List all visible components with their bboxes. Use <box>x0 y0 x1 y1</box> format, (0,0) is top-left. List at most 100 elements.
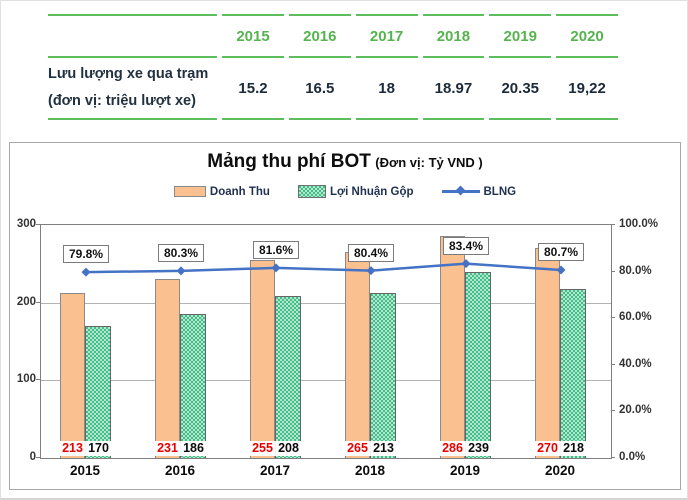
blng-marker-2018-icon <box>366 266 376 276</box>
row-label-line2: (đơn vị: triệu lượt xe) <box>48 93 196 109</box>
blng-pct-label-2020: 80.7% <box>537 242 585 261</box>
gridline-100 <box>41 380 611 382</box>
loi-nhuan-gop-value-label-2019: 239 <box>465 441 492 456</box>
left-axis-tick-200: 200 <box>16 295 36 308</box>
doanh-thu-bar-2015 <box>60 292 85 458</box>
legend-label-doanh-thu: Doanh Thu <box>209 185 270 198</box>
loi-nhuan-gop-bar-2020 <box>560 288 586 458</box>
loi-nhuan-gop-bar-2019 <box>465 272 491 458</box>
blng-marker-2017-icon <box>271 263 281 273</box>
table-year-2017: 2017 <box>355 14 418 58</box>
traffic-table: 2015 2016 2017 2018 2019 2020 Lưu lượng … <box>43 14 623 120</box>
chart-legend: Doanh Thu Lợi Nhuận Gộp BLNG <box>10 185 680 198</box>
doanh-thu-bar-2016 <box>155 278 180 458</box>
doanh-thu-bar-2017 <box>250 259 275 458</box>
legend-item-loi-nhuan-gop: Lợi Nhuận Gộp <box>297 185 414 198</box>
row-label-line1: Lưu lượng xe qua trạm <box>48 66 209 82</box>
doanh-thu-bar-2018 <box>345 252 370 458</box>
blng-marker-2015-icon <box>81 267 91 277</box>
table-value-2019: 20.35 <box>489 58 552 120</box>
left-axis-tick-300: 300 <box>16 218 36 230</box>
x-axis-label-2016: 2016 <box>164 463 196 478</box>
table-year-2015: 2015 <box>222 14 284 58</box>
gridline-200 <box>41 302 611 304</box>
right-axis-tick-100.0%: 100.0% <box>619 218 659 230</box>
loi-nhuan-gop-bar-2016 <box>180 313 206 458</box>
doanh-thu-value-label-2019: 286 <box>439 441 466 456</box>
blng-pct-label-2018: 80.4% <box>347 243 395 262</box>
table-row-label: Lưu lượng xe qua trạm (đơn vị: triệu lượ… <box>48 58 218 120</box>
right-axis-tickmark-80.0% <box>611 270 615 272</box>
doanh-thu-value-label-2015: 213 <box>59 441 86 456</box>
blng-pct-label-2017: 81.6% <box>252 240 300 259</box>
chart-title: Mảng thu phí BOT (Đơn vị: Tỷ VND ) <box>10 151 680 173</box>
table-year-2016: 2016 <box>288 14 351 58</box>
x-axis-label-2018: 2018 <box>354 463 386 478</box>
table-year-2019: 2019 <box>489 14 552 58</box>
table-value-2015: 15.2 <box>222 58 284 120</box>
doanh-thu-swatch-icon <box>173 186 206 197</box>
legend-item-doanh-thu: Doanh Thu <box>173 185 270 198</box>
legend-label-loi-nhuan-gop: Lợi Nhuận Gộp <box>329 185 414 198</box>
doanh-thu-value-label-2017: 255 <box>249 441 276 456</box>
right-axis-tick-60.0%: 60.0% <box>619 311 652 324</box>
x-axis-label-2019: 2019 <box>449 463 481 478</box>
right-axis-tickmark-40.0% <box>611 363 615 365</box>
blng-line-path <box>85 262 562 274</box>
chart-title-main: Mảng thu phí BOT <box>207 151 371 172</box>
blng-marker-2016-icon <box>176 266 186 276</box>
right-axis-tick-20.0%: 20.0% <box>619 404 652 417</box>
loi-nhuan-gop-bar-2018 <box>370 292 396 458</box>
table-value-2020: 19,22 <box>556 58 618 120</box>
x-axis-label-2015: 2015 <box>69 463 101 478</box>
loi-nhuan-gop-bar-2015 <box>85 325 111 458</box>
table-data-row: Lưu lượng xe qua trạm (đơn vị: triệu lượ… <box>48 58 618 120</box>
legend-label-blng: BLNG <box>483 185 517 198</box>
x-axis-label-2020: 2020 <box>544 463 576 478</box>
left-axis-tickmark-100 <box>36 379 40 381</box>
blng-line-svg <box>81 259 566 277</box>
left-axis-tickmark-0 <box>36 457 40 458</box>
blng-pct-label-2015: 79.8% <box>62 245 110 264</box>
loi-nhuan-gop-value-label-2016: 186 <box>180 441 207 456</box>
table-header-row: 2015 2016 2017 2018 2019 2020 <box>48 14 618 58</box>
right-axis-tickmark-0.0% <box>611 457 615 458</box>
table-value-2016: 16.5 <box>288 58 351 120</box>
right-axis-tickmark-20.0% <box>611 410 615 412</box>
bot-chart-panel: Mảng thu phí BOT (Đơn vị: Tỷ VND ) Doanh… <box>9 142 681 490</box>
loi-nhuan-gop-value-label-2020: 218 <box>560 441 587 456</box>
blng-line-marker-icon <box>441 190 480 193</box>
loi-nhuan-gop-swatch-icon <box>297 185 326 198</box>
table-year-2018: 2018 <box>422 14 485 58</box>
doanh-thu-bar-2019 <box>440 235 465 458</box>
blng-marker-2020-icon <box>556 265 566 275</box>
chart-title-unit: (Đơn vị: Tỷ VND ) <box>375 155 483 170</box>
right-axis-tick-80.0%: 80.0% <box>619 264 652 277</box>
right-axis-tickmark-60.0% <box>611 317 615 319</box>
doanh-thu-value-label-2020: 270 <box>534 441 561 456</box>
legend-item-blng: BLNG <box>441 185 517 198</box>
doanh-thu-bar-2020 <box>535 248 560 458</box>
doanh-thu-value-label-2016: 231 <box>154 441 181 456</box>
blng-marker-2019-icon <box>461 259 471 269</box>
table-corner-cell <box>48 14 218 58</box>
loi-nhuan-gop-bar-2017 <box>275 296 301 458</box>
loi-nhuan-gop-value-label-2017: 208 <box>275 441 302 456</box>
left-axis-tick-100: 100 <box>16 373 36 386</box>
right-axis-tickmark-100.0% <box>611 224 615 225</box>
blng-pct-label-2019: 83.4% <box>442 236 490 255</box>
right-axis-tick-0.0%: 0.0% <box>619 451 646 463</box>
right-axis-tick-40.0%: 40.0% <box>619 357 652 370</box>
doanh-thu-value-label-2018: 265 <box>344 441 371 456</box>
table-value-2018: 18.97 <box>422 58 485 120</box>
table-year-2020: 2020 <box>556 14 618 58</box>
table-value-2017: 18 <box>355 58 418 120</box>
left-axis-tickmark-300 <box>36 224 40 225</box>
left-axis-tickmark-200 <box>36 301 40 303</box>
x-axis-label-2017: 2017 <box>259 463 291 478</box>
loi-nhuan-gop-value-label-2015: 170 <box>85 441 112 456</box>
blng-pct-label-2016: 80.3% <box>157 243 205 262</box>
loi-nhuan-gop-value-label-2018: 213 <box>370 441 397 456</box>
left-axis-tick-0: 0 <box>29 451 36 463</box>
